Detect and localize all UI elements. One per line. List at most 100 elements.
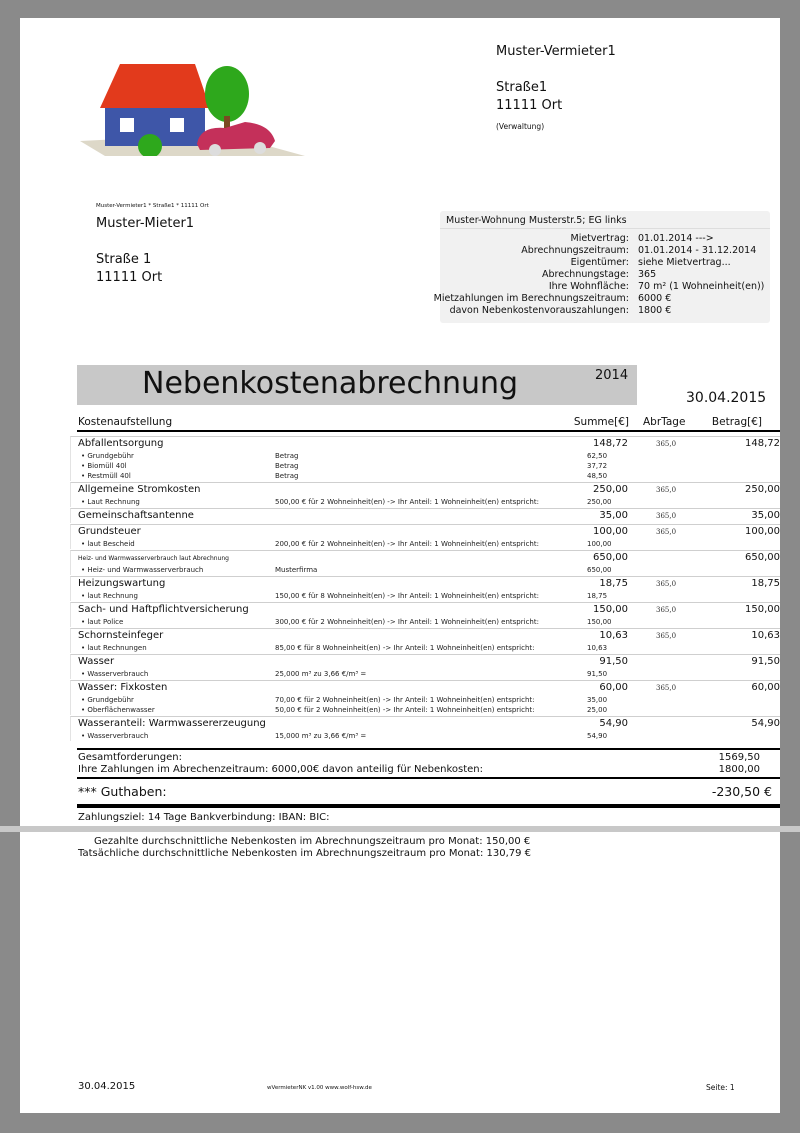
cost-item: • Wasserverbrauch 15,000 m³ zu 3,66 €/m³… — [71, 731, 780, 741]
cost-item: • Heiz- und Warmwasserverbrauch Musterfi… — [71, 565, 780, 575]
balance-label: *** Guthaben: — [78, 784, 167, 799]
house-logo — [80, 64, 305, 156]
tenant-city: 11111 Ort — [96, 270, 163, 285]
tenant-name: Muster-Mieter1 — [96, 216, 195, 231]
info-row: Mietvertrag: 01.01.2014 ---> — [440, 233, 770, 245]
item-amount: 62,50 — [587, 452, 608, 460]
cost-group: Sach- und Haftpflichtversicherung 150,00… — [70, 602, 780, 627]
cost-group: Allgemeine Stromkosten 250,00 365,0 250,… — [70, 482, 780, 507]
cost-sum: 10,63 — [599, 630, 628, 641]
balance-value: -230,50 € — [711, 784, 772, 799]
item-detail: 70,00 € für 2 Wohneinheit(en) -> Ihr Ant… — [275, 696, 535, 704]
item-name: • Laut Rechnung — [81, 498, 140, 506]
cost-name: Allgemeine Stromkosten — [78, 484, 201, 495]
item-name: • Heiz- und Warmwasserverbrauch — [81, 566, 204, 574]
cost-item: • Grundgebühr Betrag 62,50 — [71, 451, 780, 461]
cost-group: Grundsteuer 100,00 365,0 100,00 • laut B… — [70, 524, 780, 549]
info-label: Ihre Wohnfläche: — [548, 281, 629, 292]
item-name: • Oberflächenwasser — [81, 706, 155, 714]
cost-name: Abfallentsorgung — [78, 438, 164, 449]
cost-amount: 91,50 — [751, 656, 780, 667]
item-detail: 85,00 € für 8 Wohneinheit(en) -> Ihr Ant… — [275, 644, 535, 652]
tenant-street: Straße 1 — [96, 252, 152, 267]
item-name: • Biomüll 40l — [81, 462, 127, 470]
cost-item: • laut Bescheid 200,00 € für 2 Wohneinhe… — [71, 539, 780, 549]
cost-amount: 150,00 — [745, 604, 780, 615]
item-detail: Betrag — [275, 462, 299, 470]
cost-name: Sach- und Haftpflichtversicherung — [78, 604, 249, 615]
cost-group: Gemeinschaftsantenne 35,00 365,0 35,00 — [70, 508, 780, 523]
item-amount: 91,50 — [587, 670, 608, 678]
column-amount: Betrag[€] — [711, 416, 762, 428]
info-value: 01.01.2014 ---> — [638, 233, 714, 244]
cost-item: • Restmüll 40l Betrag 48,50 — [71, 471, 780, 481]
cost-amount: 250,00 — [745, 484, 780, 495]
cost-item: • Laut Rechnung 500,00 € für 2 Wohneinhe… — [71, 497, 780, 507]
cost-item: • Biomüll 40l Betrag 37,72 — [71, 461, 780, 471]
cost-days: 365,0 — [656, 528, 677, 536]
cost-name: Schornsteinfeger — [78, 630, 164, 641]
column-days: AbrTage — [643, 416, 686, 428]
info-value: 70 m² (1 Wohneinheit(en)) — [638, 281, 765, 292]
cost-days: 365,0 — [656, 580, 677, 588]
balance-bottom-rule — [77, 804, 780, 808]
cost-group: Schornsteinfeger 10,63 365,0 10,63 • lau… — [70, 628, 780, 653]
apartment-info-box: Muster-Wohnung Musterstr.5; EG links Mie… — [434, 211, 770, 323]
cost-name: Grundsteuer — [78, 526, 141, 537]
cost-group-header: Heiz- und Warmwasserverbrauch laut Abrec… — [71, 551, 780, 565]
payment-terms: Zahlungsziel: 14 Tage Bankverbindung: IB… — [78, 812, 330, 823]
cost-item: • laut Rechnungen 85,00 € für 8 Wohneinh… — [71, 643, 780, 653]
landlord-city: 11111 Ort — [496, 98, 563, 113]
payments-label: Ihre Zahlungen im Abrechenzeitraum: 6000… — [78, 764, 484, 775]
item-amount: 650,00 — [587, 566, 612, 574]
cost-group-header: Wasser: Fixkosten 60,00 365,0 60,00 — [71, 681, 780, 695]
item-name: • laut Rechnung — [81, 592, 138, 600]
info-value: 1800 € — [638, 305, 672, 316]
cost-group-header: Allgemeine Stromkosten 250,00 365,0 250,… — [71, 483, 780, 497]
cost-sum: 250,00 — [593, 484, 628, 495]
separator — [0, 826, 800, 832]
cost-item: • laut Rechnung 150,00 € für 8 Wohneinhe… — [71, 591, 780, 601]
cost-name: Wasseranteil: Warmwassererzeugung — [78, 718, 266, 729]
cost-days: 365,0 — [656, 440, 677, 448]
item-name: • Wasserverbrauch — [81, 670, 149, 678]
cost-amount: 100,00 — [745, 526, 780, 537]
document-title: Nebenkostenabrechnung — [142, 366, 519, 401]
cost-name: Gemeinschaftsantenne — [78, 510, 194, 521]
item-name: • Restmüll 40l — [81, 472, 131, 480]
item-name: • Wasserverbrauch — [81, 732, 149, 740]
header-rule — [77, 430, 780, 432]
item-detail: Musterfirma — [275, 566, 318, 574]
cost-group-header: Wasser 91,50 91,50 — [71, 655, 780, 669]
sender-line: Muster-Vermieter1 * Straße1 * 11111 Ort — [96, 203, 209, 209]
item-detail: 50,00 € für 2 Wohneinheit(en) -> Ihr Ant… — [275, 706, 535, 714]
claims-value: 1569,50 — [718, 752, 760, 763]
cost-amount: 10,63 — [751, 630, 780, 641]
info-label: Mietzahlungen im Berechnungszeitraum: — [433, 293, 629, 304]
item-name: • laut Rechnungen — [81, 644, 147, 652]
cost-group: Heiz- und Warmwasserverbrauch laut Abrec… — [70, 550, 780, 575]
totals-rule — [77, 748, 780, 750]
cost-sum: 91,50 — [599, 656, 628, 667]
info-row: Ihre Wohnfläche: 70 m² (1 Wohneinheit(en)… — [440, 281, 770, 293]
cost-group: Abfallentsorgung 148,72 365,0 148,72 • G… — [70, 436, 780, 481]
cost-name: Heiz- und Warmwasserverbrauch laut Abrec… — [78, 555, 229, 562]
info-label: davon Nebenkostenvorauszahlungen: — [449, 305, 629, 316]
cost-sum: 100,00 — [593, 526, 628, 537]
info-row: davon Nebenkostenvorauszahlungen: 1800 € — [440, 305, 770, 317]
column-name: Kostenaufstellung — [78, 416, 173, 428]
cost-sum: 60,00 — [599, 682, 628, 693]
info-label: Abrechnungstage: — [542, 269, 629, 280]
cost-item: • Grundgebühr 70,00 € für 2 Wohneinheit(… — [71, 695, 780, 705]
avg-paid: Gezahlte durchschnittliche Nebenkosten i… — [94, 836, 531, 847]
item-amount: 10,63 — [587, 644, 608, 652]
landlord-note: (Verwaltung) — [496, 122, 545, 131]
item-detail: 15,000 m³ zu 3,66 €/m³ = — [275, 732, 367, 740]
item-name: • laut Police — [81, 618, 124, 626]
cost-sum: 148,72 — [593, 438, 628, 449]
info-value: siehe Mietvertrag... — [638, 257, 731, 268]
cost-amount: 650,00 — [745, 552, 780, 563]
cost-days: 365,0 — [656, 486, 677, 494]
avg-actual: Tatsächliche durchschnittliche Nebenkost… — [78, 848, 532, 859]
info-value: 365 — [638, 269, 657, 280]
